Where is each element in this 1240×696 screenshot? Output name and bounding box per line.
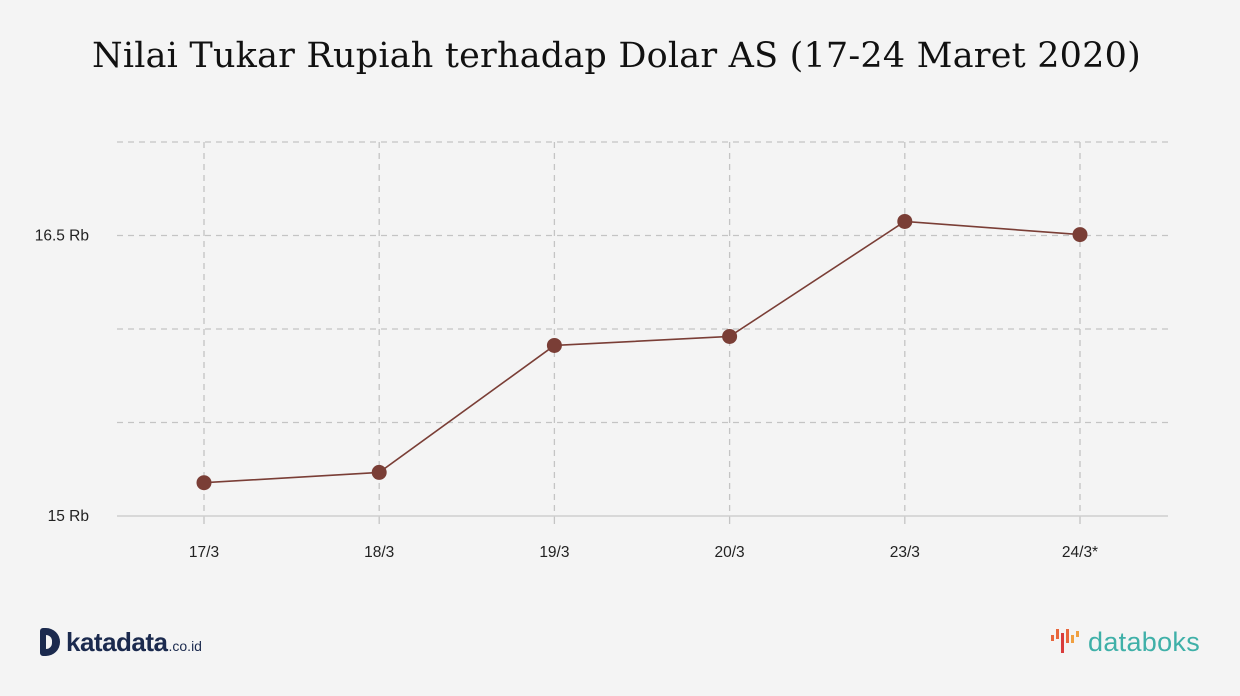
x-tick-label: 23/3 — [890, 544, 920, 561]
x-tick-label: 19/3 — [539, 544, 569, 561]
databoks-wordmark: databoks — [1088, 626, 1200, 657]
series — [196, 213, 1088, 491]
line-chart: 15 Rb 16.5 Rb 17/3 18/3 19/3 20/3 23/3 24/3* — [35, 141, 1168, 562]
tick-labels: 15 Rb 16.5 Rb 17/3 18/3 19/3 20/3 23/3 24/3* — [35, 228, 1098, 562]
data-point — [196, 475, 212, 491]
katadata-domain: .co.id — [168, 638, 202, 654]
axes — [117, 515, 1168, 524]
data-point — [722, 328, 738, 344]
data-point — [1072, 227, 1088, 243]
x-tick-label: 20/3 — [715, 544, 745, 561]
katadata-wordmark: katadata — [66, 626, 168, 657]
databoks-bars-icon — [1051, 629, 1080, 653]
data-point — [897, 213, 913, 229]
y-tick-label: 16.5 Rb — [35, 228, 89, 245]
x-tick-label: 24/3* — [1062, 544, 1098, 561]
data-point — [371, 464, 387, 480]
y-tick-label: 15 Rb — [48, 508, 89, 525]
x-tick-label: 17/3 — [189, 544, 219, 561]
data-point — [546, 337, 562, 353]
katadata-k-icon — [40, 628, 60, 656]
series-line — [203, 220, 1081, 484]
grid-lines — [117, 141, 1168, 516]
x-tick-label: 18/3 — [364, 544, 394, 561]
databoks-logo: databoks — [1048, 624, 1200, 660]
chart-title: Nilai Tukar Rupiah terhadap Dolar AS (17… — [92, 36, 1141, 76]
katadata-logo: katadata .co.id — [40, 624, 202, 660]
